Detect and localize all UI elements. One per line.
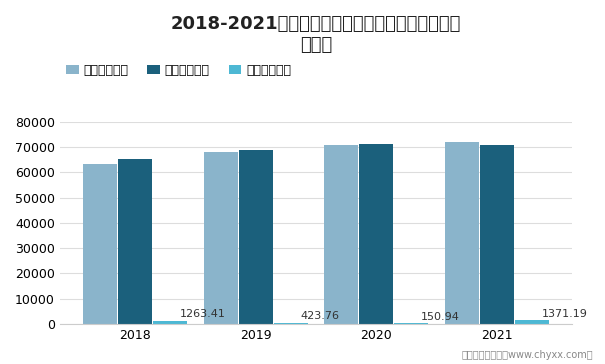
Bar bbox=[118, 159, 152, 324]
Bar bbox=[83, 164, 117, 324]
Bar bbox=[359, 144, 393, 324]
Text: 423.76: 423.76 bbox=[300, 311, 339, 321]
Text: 制图：智研咨询（www.chyxx.com）: 制图：智研咨询（www.chyxx.com） bbox=[461, 351, 593, 360]
Bar bbox=[445, 142, 479, 324]
Bar bbox=[204, 152, 238, 324]
Title: 2018-2021年三孚股份氢氧化钾生产量、销售量及
库存量: 2018-2021年三孚股份氢氧化钾生产量、销售量及 库存量 bbox=[171, 15, 461, 54]
Text: 1263.41: 1263.41 bbox=[180, 309, 226, 319]
Bar bbox=[324, 145, 358, 324]
Text: 1371.19: 1371.19 bbox=[541, 309, 587, 319]
Bar bbox=[153, 321, 187, 324]
Text: 150.94: 150.94 bbox=[421, 312, 460, 322]
Bar bbox=[480, 145, 514, 324]
Bar bbox=[515, 320, 549, 324]
Legend: 生产量（吨）, 销售量（吨）, 库存量（吨）: 生产量（吨）, 销售量（吨）, 库存量（吨） bbox=[66, 64, 291, 77]
Bar bbox=[273, 323, 307, 324]
Bar bbox=[239, 150, 272, 324]
